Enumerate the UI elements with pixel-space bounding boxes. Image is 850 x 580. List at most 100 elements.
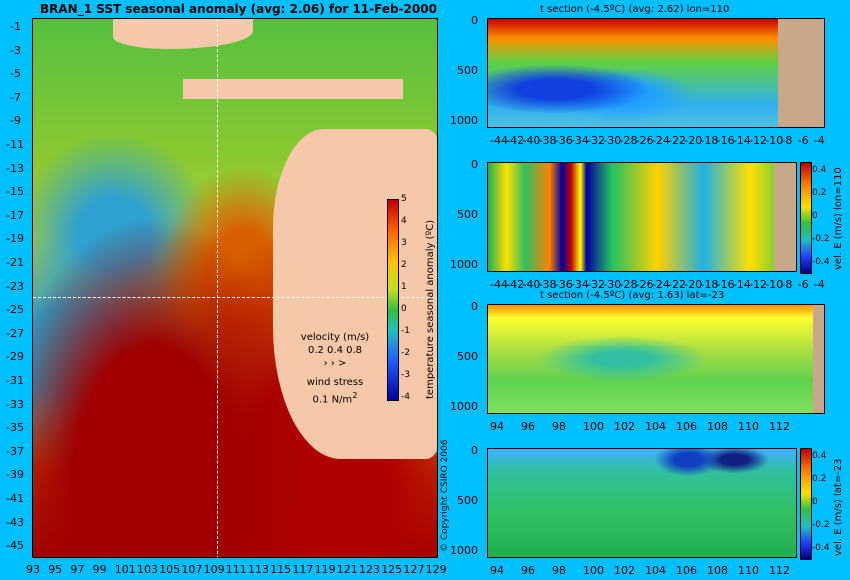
panel2-xtick: -22 — [668, 278, 687, 291]
panel3-xtick: 94 — [490, 420, 504, 433]
panel1-xtick: -6 — [797, 134, 809, 147]
panel2-xtick: -40 — [522, 278, 541, 291]
panel1-xtick: -44 — [490, 134, 508, 147]
panel1-xtick: -42 — [506, 134, 525, 147]
panel1-xtick: -20 — [684, 134, 703, 147]
velocity-legend-label: velocity (m/s) — [300, 332, 370, 343]
panel1-xtick: -32 — [587, 134, 606, 147]
panel2-xtick: -34 — [570, 278, 589, 291]
panel3-section — [487, 304, 825, 414]
panel4-section — [487, 448, 797, 558]
temp-colorbar-tick: -4 — [401, 392, 410, 402]
map-lat-tick: -13 — [6, 161, 24, 175]
panel4-colorbar-tick: 0 — [812, 497, 818, 507]
panel4-xtick: 94 — [490, 564, 504, 577]
map-lon-tick: 119 — [314, 563, 336, 576]
panel1-xtick: -10 — [765, 134, 784, 147]
panel2-xtick: -8 — [781, 278, 793, 291]
panel3-xtick: 108 — [707, 420, 728, 433]
panel2-colorbar-label: vel. E (m/s) lon=110 — [833, 167, 844, 270]
panel2-xtick: -16 — [716, 278, 735, 291]
map-lon-tick: 115 — [270, 563, 292, 576]
map-lat-tick: -3 — [10, 43, 21, 57]
panel2-xtick: -20 — [684, 278, 703, 291]
panel1-xtick: -4 — [813, 134, 825, 147]
panel4-xtick: 96 — [521, 564, 535, 577]
panel3-xtick: 102 — [614, 420, 635, 433]
map-lon-tick: 99 — [92, 563, 107, 576]
panel3-ytick: 500 — [457, 350, 478, 363]
map-lat-tick: -23 — [6, 279, 24, 293]
panel1-land — [778, 19, 824, 127]
panel4-ytick: 1000 — [450, 544, 478, 557]
panel1-xtick: -36 — [554, 134, 573, 147]
lat-crosshair — [33, 297, 437, 298]
map-lon-tick: 95 — [48, 563, 63, 576]
panel1-xtick: -16 — [716, 134, 735, 147]
panel1-xtick: -12 — [749, 134, 768, 147]
panel3-xtick: 112 — [769, 420, 790, 433]
map-lat-tick: -29 — [6, 350, 24, 364]
sumatra-land — [113, 19, 253, 49]
wind-legend-value: 0.1 N/m2 — [312, 390, 358, 406]
map-lon-tick: 127 — [403, 563, 425, 576]
map-lat-tick: -11 — [6, 138, 24, 151]
panel4-ytick: 0 — [471, 444, 478, 457]
temp-colorbar-tick: -3 — [401, 370, 410, 380]
map-lat-tick: -37 — [6, 444, 24, 458]
map-lat-tick: -39 — [6, 468, 24, 482]
copyright: © Copyright CSIRO 2006 — [440, 439, 450, 552]
panel2-xtick: -28 — [619, 278, 638, 291]
panel1-section — [487, 18, 825, 128]
panel2-xtick: -36 — [554, 278, 573, 291]
map-title: BRAN_1 SST seasonal anomaly (avg: 2.06) … — [40, 2, 437, 16]
panel3-ytick: 1000 — [450, 400, 478, 413]
panel4-xtick: 100 — [583, 564, 604, 577]
panel2-xtick: -4 — [813, 278, 825, 291]
panel1-title: t section (-4.5ºC) (avg: 2.62) lon=110 — [540, 4, 730, 15]
panel4-xtick: 102 — [614, 564, 635, 577]
velocity-legend-values: 0.2 0.4 0.8 — [307, 345, 363, 356]
panel2-land — [774, 163, 796, 271]
temp-colorbar-tick: 2 — [401, 260, 407, 270]
map-lat-tick: -7 — [10, 90, 21, 104]
temp-colorbar-tick: 3 — [401, 238, 407, 248]
panel3-title: t section (-4.5ºC) (avg: 1.63) lat=-23 — [540, 290, 725, 301]
panel2-ytick: 1000 — [450, 258, 478, 271]
temp-colorbar-tick: 5 — [401, 194, 407, 204]
map-lon-tick: 113 — [248, 563, 269, 576]
temp-colorbar-label: temperature seasonal anomaly (ºC) — [425, 219, 436, 399]
map-lat-tick: -45 — [6, 539, 24, 553]
temp-colorbar-tick: -2 — [401, 348, 410, 358]
map-lat-tick: -17 — [6, 208, 24, 222]
panel4-colorbar-label: vel. E (m/s) lat=-23 — [833, 458, 844, 556]
panel2-xtick: -32 — [587, 278, 606, 291]
map-lon-tick: 117 — [292, 563, 314, 576]
panel2-colorbar — [800, 162, 812, 274]
panel2-xtick: -18 — [700, 278, 719, 291]
panel1-xtick: -28 — [619, 134, 638, 147]
panel4-colorbar-tick: -0.2 — [812, 520, 830, 530]
panel2-colorbar-tick: -0.2 — [812, 234, 830, 244]
panel3-xtick: 104 — [645, 420, 666, 433]
panel3-xtick: 98 — [552, 420, 566, 433]
panel4-ytick: 500 — [457, 494, 478, 507]
panel3-xtick: 110 — [738, 420, 759, 433]
panel2-colorbar-tick: 0.4 — [812, 165, 827, 175]
panel2-xtick: -6 — [797, 278, 809, 291]
map-lon-tick: 109 — [203, 563, 225, 576]
panel1-xtick: -30 — [603, 134, 622, 147]
panel4-colorbar-tick: 0.4 — [812, 451, 827, 461]
panel1-xtick: -38 — [538, 134, 557, 147]
map-lon-tick: 103 — [137, 563, 158, 576]
panel4-colorbar — [800, 448, 812, 560]
panel1-xtick: -22 — [668, 134, 687, 147]
panel2-colorbar-tick: -0.4 — [812, 257, 830, 267]
panel1-xtick: -40 — [522, 134, 541, 147]
map-lon-tick: 107 — [181, 563, 203, 576]
panel4-xtick: 98 — [552, 564, 566, 577]
panel3-land — [813, 305, 824, 413]
sst-map: temperature seasonal anomaly (ºC) veloci… — [32, 18, 438, 558]
panel2-ytick: 0 — [471, 158, 478, 171]
map-lat-tick: -35 — [6, 421, 24, 435]
